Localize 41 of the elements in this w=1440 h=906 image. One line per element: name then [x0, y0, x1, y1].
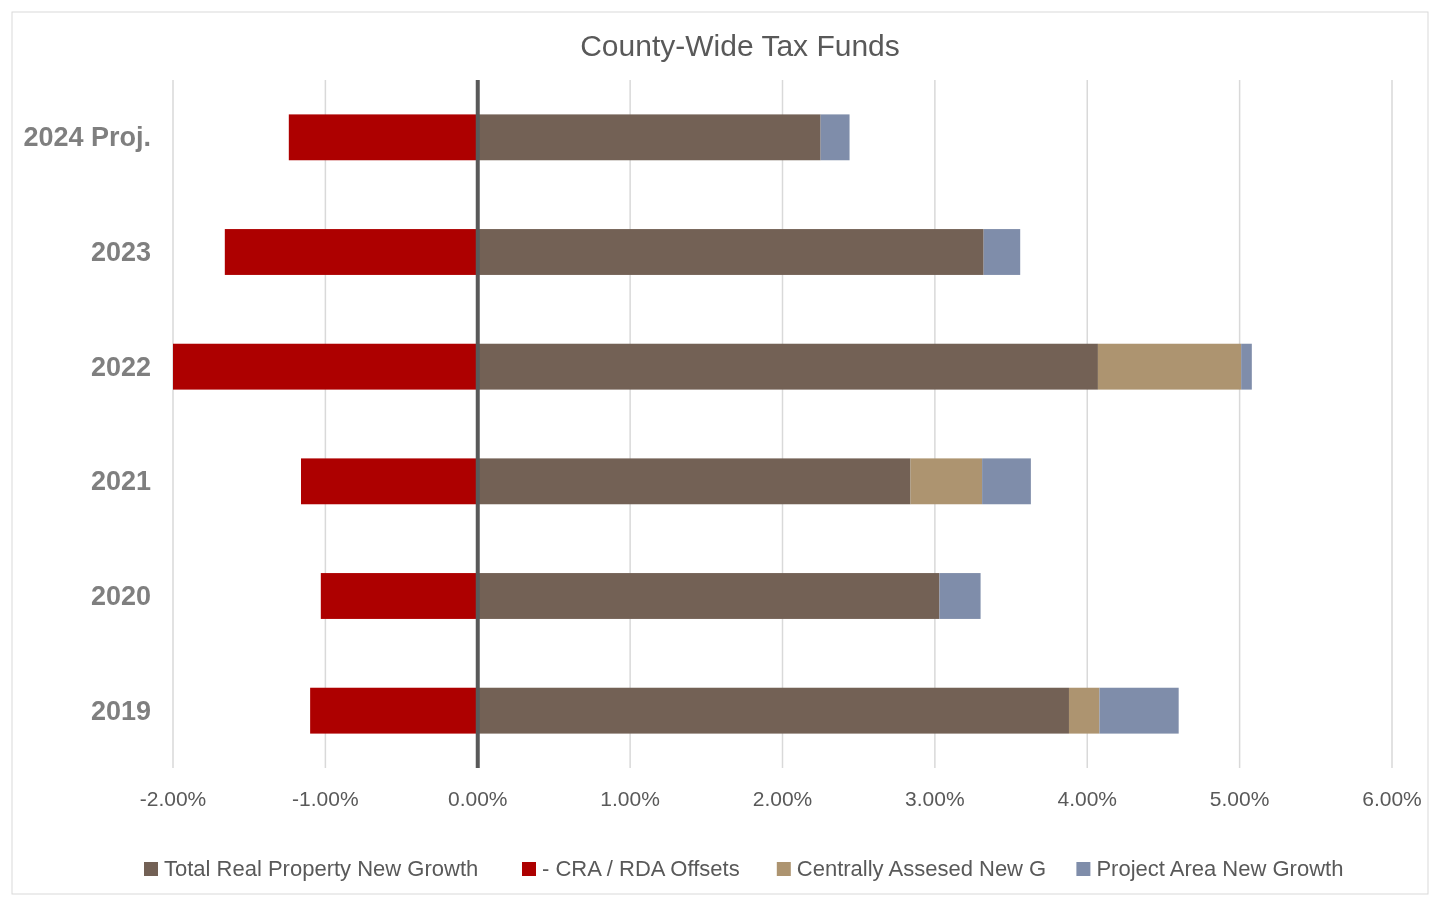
legend-label: Centrally Assesed New G	[796, 856, 1047, 881]
bar	[820, 114, 850, 161]
bar	[1097, 343, 1242, 390]
y-tick-label: 2024 Proj.	[23, 122, 151, 153]
bar	[939, 573, 981, 619]
bar	[301, 458, 478, 505]
bar	[320, 573, 478, 619]
bar	[477, 573, 940, 619]
bar	[288, 114, 478, 161]
x-tick-label: 1.00%	[600, 787, 660, 810]
y-tick-label: 2023	[90, 237, 151, 267]
x-tick-label: -1.00%	[292, 787, 359, 810]
bar	[224, 229, 478, 275]
legend-label: Project Area New Growth	[1096, 856, 1344, 881]
y-tick-label: 2020	[90, 581, 151, 611]
bar	[983, 229, 1021, 275]
bar	[477, 114, 821, 161]
bar	[982, 458, 1031, 505]
bar	[173, 343, 478, 390]
bar	[310, 687, 478, 734]
x-tick-label: 4.00%	[1057, 787, 1118, 810]
x-tick-label: 2.00%	[752, 787, 813, 810]
y-tick-label: 2021	[90, 466, 151, 497]
x-tick-label: 3.00%	[905, 787, 965, 810]
x-tick-label: 5.00%	[1209, 787, 1270, 810]
legend-label: - CRA / RDA Offsets	[542, 856, 740, 881]
x-tick-label: 0.00%	[447, 787, 508, 810]
legend-label: Total Real Property New Growth	[164, 856, 479, 881]
y-tick-label: 2022	[90, 351, 151, 382]
x-tick-label: 6.00%	[1362, 787, 1422, 810]
bar	[1099, 687, 1179, 734]
bar	[1241, 343, 1252, 390]
y-tick-label: 2019	[90, 695, 151, 726]
bar	[1068, 687, 1100, 734]
x-tick-label: -2.00%	[139, 787, 207, 810]
bar	[477, 687, 1069, 734]
bar	[477, 343, 1098, 390]
bar	[477, 458, 911, 505]
chart-title: County-Wide Tax Funds	[580, 29, 900, 62]
bar	[910, 458, 983, 505]
bar	[477, 229, 984, 275]
